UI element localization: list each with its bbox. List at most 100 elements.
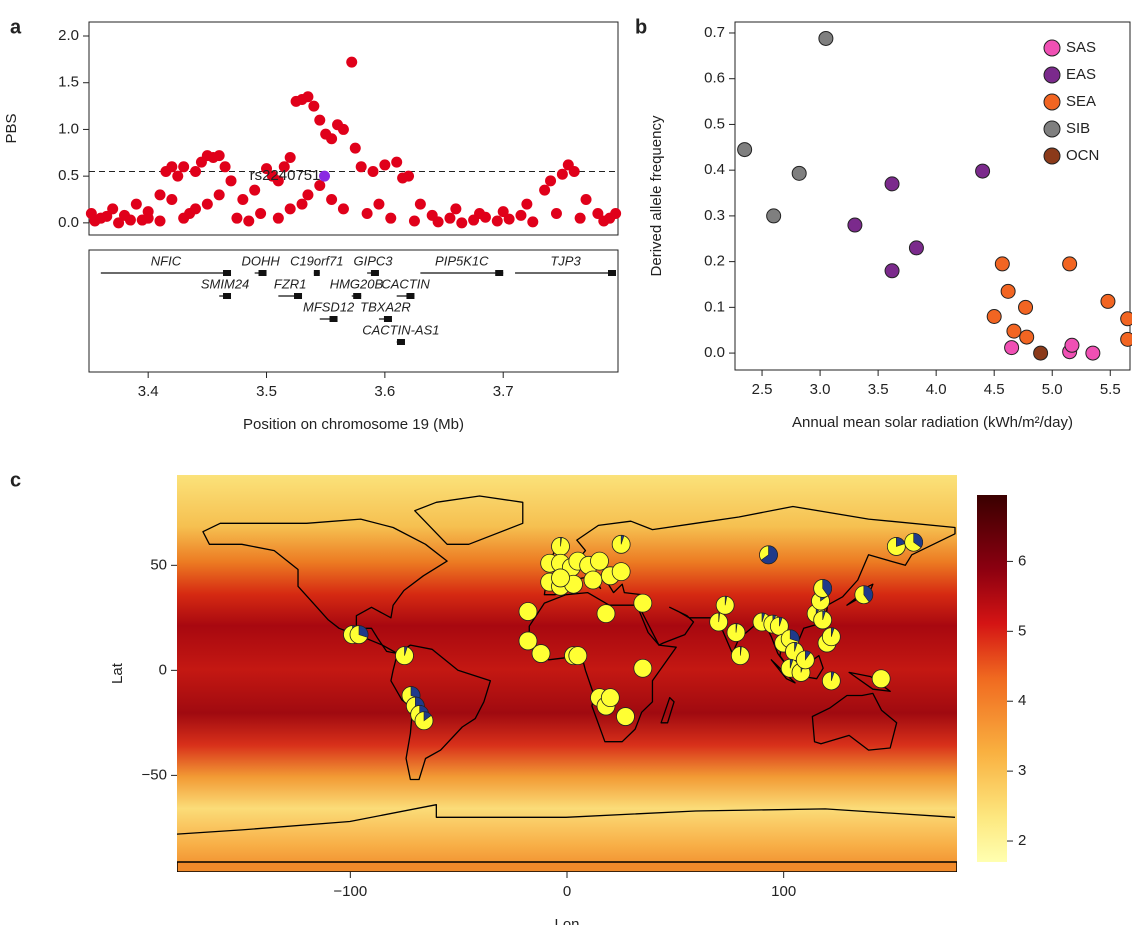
colorbar-tick-label: 4 (1018, 692, 1026, 709)
pie (531, 644, 551, 663)
x-tick-label: 4.0 (926, 381, 947, 398)
colorbar-tick-label: 6 (1018, 552, 1026, 569)
point (326, 194, 338, 205)
x-tick-label: 5.0 (1042, 381, 1063, 398)
gene-label: CACTIN-AS1 (362, 322, 439, 337)
point (124, 214, 136, 226)
point (319, 170, 331, 182)
pie-slice (620, 535, 625, 545)
point (884, 176, 900, 192)
point (349, 142, 361, 154)
x-tick-label: 4.5 (984, 381, 1005, 398)
point-annotation: rs2240751 (250, 167, 321, 184)
point (219, 161, 231, 173)
x-tick-label: 3.5 (256, 383, 277, 400)
point (314, 114, 326, 126)
y-tick-label: 0.3 (704, 207, 725, 224)
gene-label: SMIM24 (201, 276, 249, 291)
pie-slice (863, 585, 874, 603)
point (818, 30, 834, 46)
point (503, 213, 515, 225)
gene-exon (370, 270, 379, 276)
panel-label: b (635, 16, 647, 38)
point (326, 133, 338, 145)
point (346, 56, 358, 68)
pie (633, 658, 653, 678)
y-tick-label: 1.0 (58, 120, 79, 137)
colorbar-tick-label: 5 (1018, 622, 1026, 639)
y-tick-label: 0.0 (58, 214, 79, 231)
point (213, 150, 225, 162)
point (178, 212, 190, 224)
y-axis-title: Derived allele frequency (648, 115, 665, 276)
gene-exon (329, 316, 338, 322)
legend-marker (1043, 66, 1061, 84)
point (1062, 256, 1078, 272)
pie (871, 669, 891, 689)
y-tick-label: 0.4 (704, 161, 725, 178)
point (403, 170, 415, 182)
pie-slice (822, 610, 826, 621)
point (610, 208, 622, 220)
point (190, 165, 202, 177)
point (261, 163, 273, 175)
point (545, 175, 557, 187)
gene-label: MFSD12 (303, 299, 355, 314)
point (539, 184, 551, 196)
pie-slice (560, 537, 562, 547)
pie-slice (718, 612, 721, 623)
gene-label: GIPC3 (354, 253, 394, 268)
x-tick-label: −100 (333, 883, 367, 900)
y-tick-label: 0 (159, 661, 167, 678)
point (225, 175, 237, 187)
legend-label: SAS (1066, 39, 1096, 56)
pie (596, 604, 616, 624)
point (908, 240, 924, 256)
point (766, 208, 782, 224)
pie-slice (735, 623, 738, 633)
point (355, 161, 367, 173)
point (113, 217, 125, 229)
y-tick-label: 0.5 (58, 167, 79, 184)
x-tick-label: 3.7 (493, 383, 514, 400)
panel-label: a (10, 16, 22, 38)
x-axis-title: Lon (554, 916, 579, 925)
point (284, 151, 296, 163)
point (432, 216, 444, 228)
y-tick-label: 0.0 (704, 344, 725, 361)
pie-slice (740, 646, 742, 656)
point (178, 161, 190, 173)
point (154, 215, 166, 227)
point (154, 189, 166, 201)
pie (600, 688, 620, 708)
point (408, 215, 420, 227)
gene-exon (223, 270, 232, 276)
point (201, 198, 213, 210)
point (737, 142, 753, 158)
heatmap (177, 475, 957, 872)
pie-slice (831, 671, 835, 681)
point (272, 212, 284, 224)
y-tick-label: 0.6 (704, 70, 725, 87)
pie (590, 551, 609, 571)
colorbar (977, 495, 1007, 862)
point (580, 194, 592, 205)
point (302, 91, 314, 103)
legend-label: OCN (1066, 147, 1099, 164)
point (166, 194, 178, 205)
point (272, 175, 284, 187)
point (213, 189, 225, 201)
pie-slice (404, 646, 408, 656)
point (142, 212, 154, 224)
point (337, 123, 349, 135)
pie (518, 631, 538, 651)
point (361, 208, 373, 220)
point (231, 212, 243, 224)
point (237, 194, 249, 205)
panel-label: c (10, 469, 21, 491)
point (278, 161, 290, 173)
point (521, 198, 533, 210)
point (414, 198, 426, 210)
point (1100, 293, 1116, 309)
point (391, 156, 403, 168)
